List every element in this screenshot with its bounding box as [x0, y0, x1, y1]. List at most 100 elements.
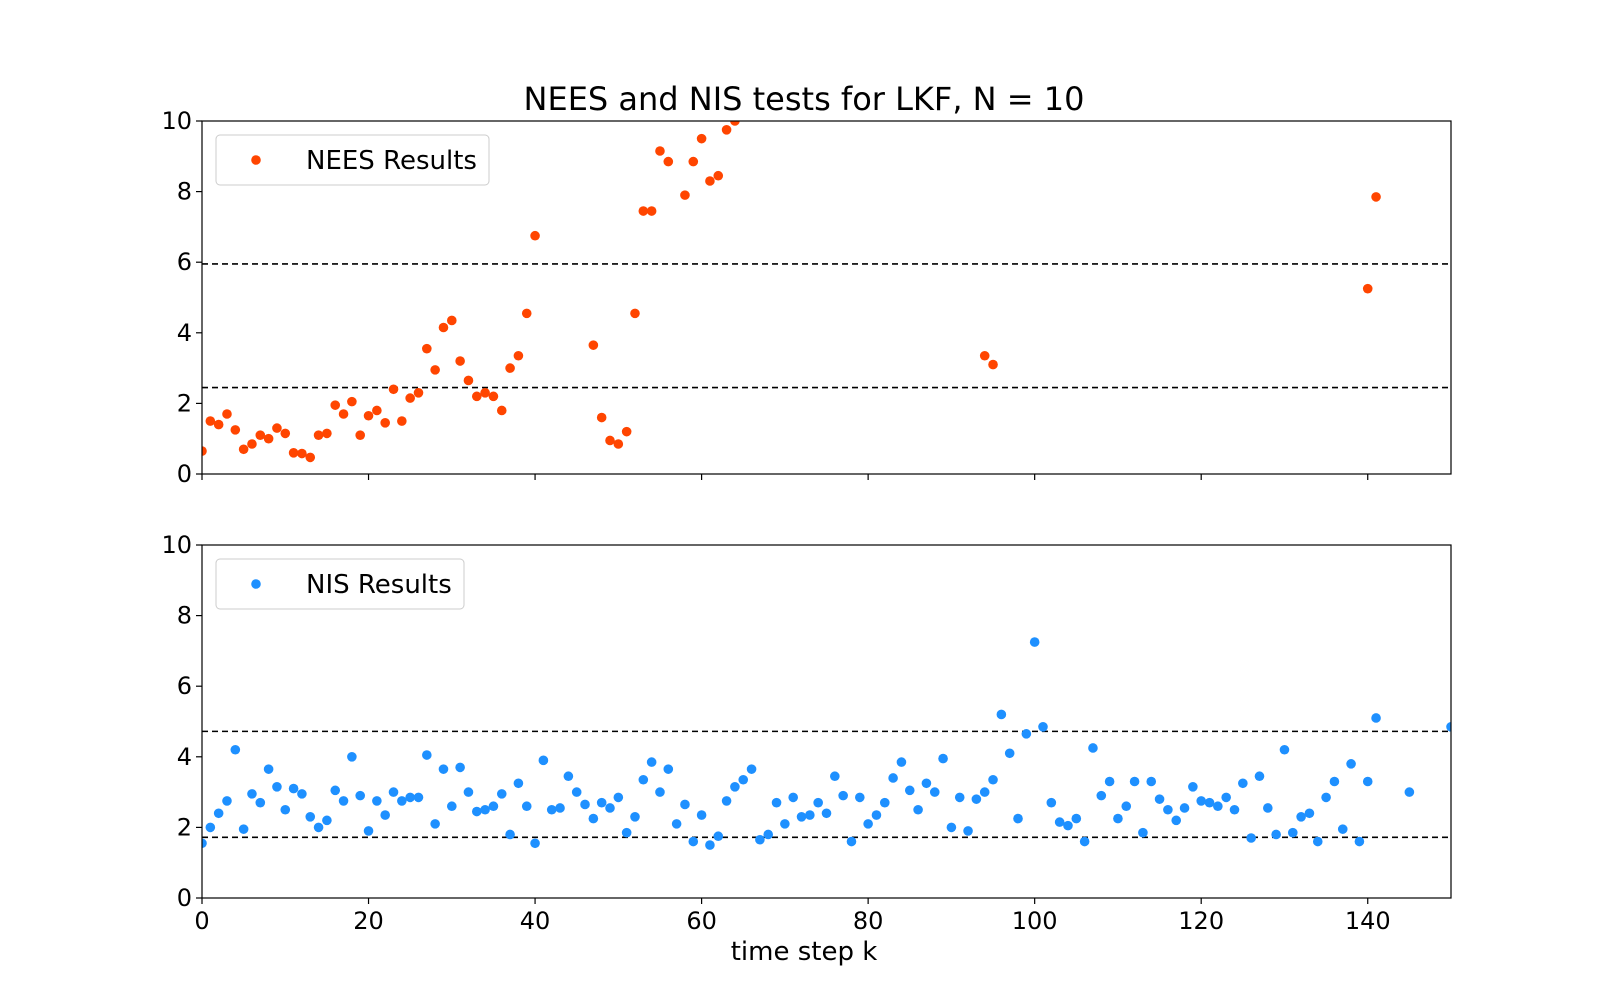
data-point	[263, 433, 274, 444]
data-point	[372, 796, 382, 806]
y-tick-label: 2	[177, 813, 192, 841]
data-point	[330, 785, 341, 796]
data-point	[238, 824, 249, 834]
y-tick-label: 0	[177, 460, 192, 488]
data-point	[1254, 771, 1265, 782]
legend-label: NEES Results	[306, 146, 477, 176]
data-point	[496, 405, 507, 416]
y-tick-label: 10	[161, 531, 192, 559]
data-point	[1279, 744, 1290, 755]
data-point	[713, 831, 724, 842]
data-point	[397, 416, 407, 426]
data-point	[1096, 790, 1107, 801]
data-point	[363, 826, 374, 836]
data-point	[979, 350, 990, 361]
data-point	[546, 804, 557, 815]
data-point	[313, 430, 324, 440]
data-point	[713, 170, 724, 181]
data-point	[929, 787, 940, 797]
data-point	[613, 792, 624, 803]
data-point	[1204, 797, 1215, 808]
data-point	[1071, 813, 1082, 824]
data-point	[1079, 836, 1090, 847]
data-point	[272, 782, 282, 792]
data-point	[1088, 743, 1098, 753]
series-points	[202, 637, 1451, 850]
data-point	[1362, 776, 1373, 787]
data-point	[422, 750, 432, 760]
chart-title: NEES and NIS tests for LKF, N = 10	[524, 80, 1085, 118]
data-point	[505, 363, 515, 373]
data-point	[621, 827, 632, 838]
data-point	[447, 315, 457, 326]
data-point	[563, 771, 574, 782]
x-tick-label: 120	[1178, 907, 1224, 935]
data-point	[796, 812, 807, 822]
data-point	[988, 774, 998, 785]
data-point	[347, 752, 357, 762]
data-point	[1304, 808, 1315, 819]
data-point	[688, 156, 699, 167]
data-point	[630, 308, 640, 319]
data-point	[1312, 836, 1323, 847]
data-point	[938, 753, 948, 764]
data-point	[571, 787, 582, 797]
data-point	[372, 405, 382, 416]
data-point	[588, 340, 599, 350]
data-point	[238, 444, 249, 455]
data-point	[780, 819, 790, 829]
data-point	[963, 826, 973, 836]
data-point	[630, 812, 640, 822]
data-point	[272, 423, 282, 433]
data-point	[488, 801, 499, 812]
data-point	[288, 783, 299, 794]
data-point	[663, 764, 674, 774]
data-point	[721, 125, 732, 135]
data-point	[413, 388, 424, 398]
data-point	[222, 796, 232, 806]
data-point	[613, 439, 624, 449]
data-point	[830, 771, 840, 782]
data-point	[1046, 797, 1057, 808]
data-point	[771, 797, 782, 808]
y-tick-label: 8	[177, 602, 192, 630]
data-point	[1329, 776, 1340, 787]
data-point	[1346, 759, 1356, 769]
data-point	[538, 755, 549, 766]
data-point	[821, 808, 832, 819]
x-tick-label: 20	[353, 907, 384, 935]
data-point	[1154, 794, 1165, 804]
data-point	[1446, 721, 1451, 732]
data-point	[505, 829, 515, 840]
x-tick-label: 140	[1345, 907, 1391, 935]
data-point	[555, 803, 565, 813]
data-point	[280, 804, 291, 815]
data-point	[521, 308, 532, 319]
data-point	[380, 418, 390, 428]
data-point	[855, 792, 865, 803]
x-axis-label: time step k	[731, 937, 878, 967]
x-tick-label: 40	[520, 907, 551, 935]
data-point	[888, 773, 898, 783]
data-point	[638, 774, 649, 785]
data-point	[213, 419, 224, 430]
data-point	[255, 797, 266, 808]
data-point	[1188, 782, 1198, 792]
data-point	[605, 803, 615, 813]
data-point	[1221, 792, 1231, 803]
legend-marker	[251, 155, 261, 165]
data-point	[463, 787, 474, 797]
data-point	[738, 774, 749, 785]
legend: NIS Results	[215, 558, 465, 610]
data-point	[1337, 824, 1348, 834]
y-tick-label: 0	[177, 884, 192, 912]
data-point	[413, 792, 424, 803]
y-tick-label: 6	[177, 672, 192, 700]
data-point	[979, 787, 990, 797]
data-point	[1229, 804, 1240, 815]
data-point	[305, 812, 316, 822]
data-point	[688, 836, 699, 847]
data-point	[513, 778, 524, 789]
data-point	[322, 815, 332, 826]
